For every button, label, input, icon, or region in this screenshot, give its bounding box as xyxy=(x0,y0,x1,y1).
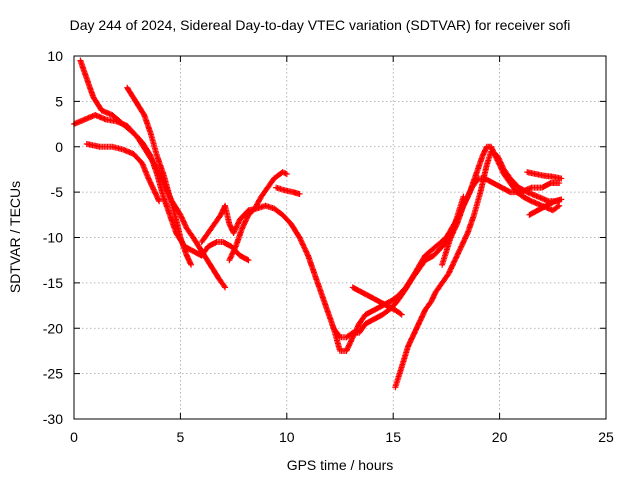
x-tick-label: 10 xyxy=(279,429,295,445)
x-axis-label: GPS time / hours xyxy=(286,457,394,473)
y-tick-label: 5 xyxy=(55,93,63,109)
y-tick-label: -25 xyxy=(43,366,63,382)
series-1 xyxy=(77,57,252,264)
series-13-markers xyxy=(524,169,565,182)
y-tick-label: -20 xyxy=(43,320,63,336)
series-3-markers xyxy=(83,141,163,205)
series-6-markers xyxy=(226,169,290,264)
series-11 xyxy=(439,193,467,268)
series-6 xyxy=(226,169,290,264)
series-4 xyxy=(124,84,195,268)
y-axis-label: SDTVAR / TECUs xyxy=(7,180,23,294)
series-10-markers xyxy=(349,284,405,318)
series-4-markers xyxy=(124,84,195,268)
x-tick-label: 20 xyxy=(492,429,508,445)
series-3 xyxy=(83,141,163,205)
series-10 xyxy=(349,284,405,318)
series-5-markers xyxy=(198,175,563,354)
x-axis-ticks: 0 5 10 15 20 25 xyxy=(70,56,614,445)
y-tick-label: 0 xyxy=(55,139,63,155)
y-tick-label: -10 xyxy=(43,230,63,246)
y-tick-label: 10 xyxy=(47,48,63,64)
x-tick-label: 15 xyxy=(385,429,401,445)
y-tick-label: -5 xyxy=(51,184,64,200)
series-1-markers xyxy=(77,57,252,264)
x-tick-label: 25 xyxy=(598,429,614,445)
series-9 xyxy=(392,148,563,391)
x-tick-label: 0 xyxy=(70,429,78,445)
series-12 xyxy=(526,196,565,218)
y-tick-label: -30 xyxy=(43,411,63,427)
series-12-markers xyxy=(526,196,565,218)
y-axis-ticks: 10 5 0 -5 -10 -15 -20 -25 -30 xyxy=(43,48,606,427)
y-tick-label: -15 xyxy=(43,275,63,291)
data-points xyxy=(71,57,565,391)
series-7 xyxy=(273,184,303,197)
series-5 xyxy=(198,175,563,354)
x-tick-label: 5 xyxy=(177,429,185,445)
grid-lines xyxy=(74,56,606,419)
series-7-markers xyxy=(273,184,303,197)
series-13 xyxy=(524,169,565,182)
series-9-markers xyxy=(392,148,563,391)
series-11-markers xyxy=(439,193,467,268)
chart-title: Day 244 of 2024, Sidereal Day-to-day VTE… xyxy=(69,17,571,33)
